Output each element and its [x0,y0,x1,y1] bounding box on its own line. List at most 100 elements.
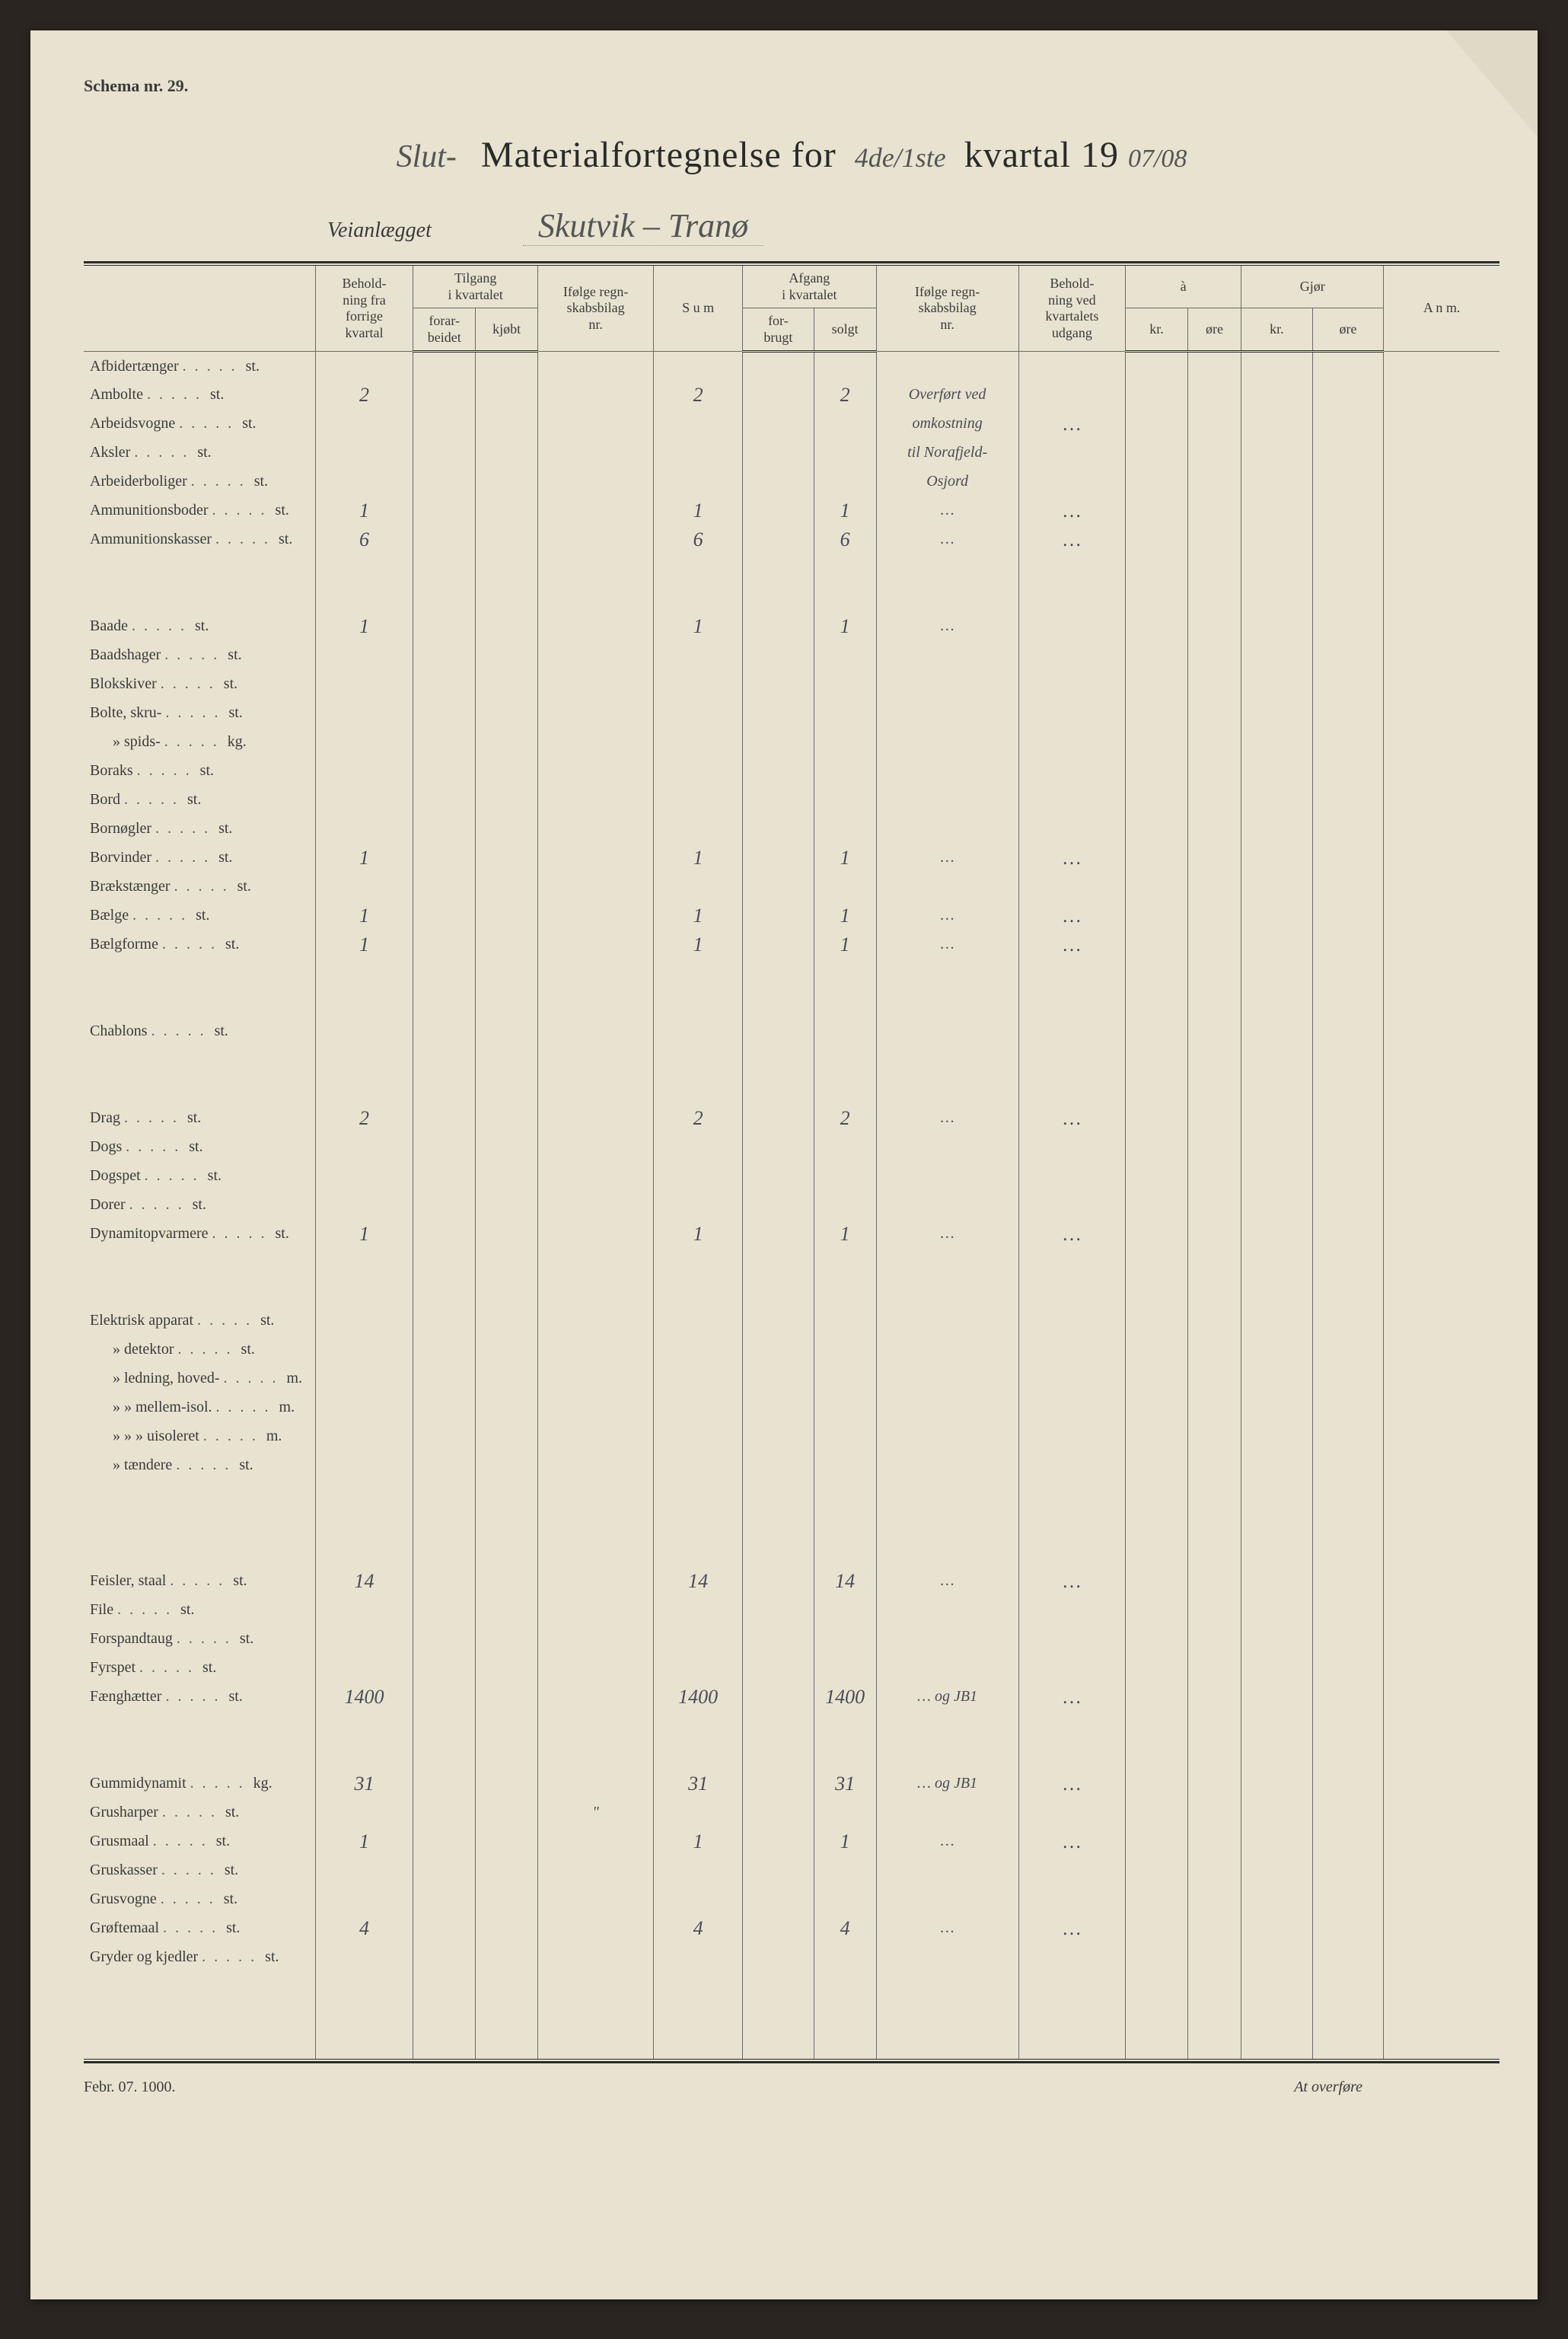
cell-forbr [743,815,814,844]
cell-behold1 [315,410,413,439]
cell-a-kr [1126,1393,1188,1422]
row-label: Ammunitionskasser . . . . . st. [84,525,315,554]
cell-solgt [814,1798,876,1827]
cell-regn2 [876,1335,1018,1364]
cell-sum: 6 [654,525,743,554]
cell-solgt: 2 [814,1104,876,1133]
cell-a-kr [1126,1827,1188,1856]
row-label: Dynamitopvarmere . . . . . st. [84,1220,315,1249]
row-label: » » mellem-isol. . . . . . m. [84,1393,315,1422]
cell-sum [654,1596,743,1625]
cell-sum: 1 [654,1220,743,1249]
table-row: Afbidertænger . . . . . st. [84,352,1499,381]
cell-behold2 [1018,757,1125,786]
cell-regn1 [538,496,654,525]
table-row [84,1480,1499,1509]
cell-gjor-kr [1241,410,1313,439]
cell-regn2 [876,1798,1018,1827]
cell-regn2 [876,1596,1018,1625]
cell-behold1 [315,439,413,467]
cell-sum: 4 [654,1914,743,1943]
cell-regn2 [876,786,1018,815]
cell-solgt [814,815,876,844]
cell-a-kr [1126,612,1188,641]
cell-forarb [413,612,476,641]
cell-solgt: 31 [814,1769,876,1798]
cell-kjobt [476,1162,538,1191]
cell-forbr [743,728,814,757]
cell-behold2 [1018,1335,1125,1364]
cell-behold2: … [1018,1104,1125,1133]
cell-regn1 [538,641,654,670]
cell-forbr [743,930,814,959]
cell-gjor-ore [1312,1364,1384,1393]
cell-anm [1384,1220,1499,1249]
cell-regn1 [538,1683,654,1712]
cell-a-ore [1187,815,1241,844]
cell-regn2 [876,1133,1018,1162]
cell-sum [654,1943,743,1972]
cell-behold1 [315,1133,413,1162]
cell-a-ore [1187,1422,1241,1451]
cell-kjobt [476,1654,538,1683]
row-label: Aksler . . . . . st. [84,439,315,467]
cell-regn2 [876,1307,1018,1335]
cell-gjor-kr [1241,1104,1313,1133]
row-label: Grusmaal . . . . . st. [84,1827,315,1856]
row-label: Fænghætter . . . . . st. [84,1683,315,1712]
cell-anm [1384,1133,1499,1162]
cell-behold1: 1 [315,1827,413,1856]
cell-forbr [743,1827,814,1856]
cell-a-ore [1187,1625,1241,1654]
cell-anm [1384,1769,1499,1798]
cell-regn2 [876,352,1018,381]
cell-a-ore [1187,901,1241,930]
cell-a-kr [1126,641,1188,670]
cell-kjobt [476,1393,538,1422]
cell-kjobt [476,525,538,554]
cell-solgt: 1 [814,901,876,930]
cell-gjor-kr [1241,1914,1313,1943]
cell-behold1 [315,1596,413,1625]
cell-solgt [814,728,876,757]
cell-a-kr [1126,1451,1188,1480]
table-row: Dogspet . . . . . st. [84,1162,1499,1191]
cell-anm [1384,670,1499,699]
cell-sum [654,786,743,815]
cell-regn2 [876,641,1018,670]
cell-gjor-kr [1241,641,1313,670]
cell-sum: 2 [654,381,743,410]
cell-kjobt [476,1943,538,1972]
page-title: Slut- Materialfortegnelse for 4de/1ste k… [84,134,1499,176]
cell-gjor-kr [1241,1683,1313,1712]
cell-forbr [743,1567,814,1596]
schema-number: Schema nr. 29. [84,76,1499,96]
cell-solgt: 1 [814,1220,876,1249]
cell-regn2 [876,1625,1018,1654]
table-row: Borvinder . . . . . st.111…… [84,844,1499,873]
cell-a-kr [1126,930,1188,959]
cell-gjor-ore [1312,1683,1384,1712]
row-label: » » » uisoleret . . . . . m. [84,1422,315,1451]
cell-anm [1384,1885,1499,1914]
cell-a-ore [1187,1364,1241,1393]
cell-forarb [413,1596,476,1625]
cell-gjor-kr [1241,930,1313,959]
cell-behold1: 14 [315,1567,413,1596]
row-label: Ammunitionsboder . . . . . st. [84,496,315,525]
cell-behold2: … [1018,496,1125,525]
cell-regn1 [538,873,654,901]
cell-gjor-ore [1312,1162,1384,1191]
cell-regn1 [538,786,654,815]
cell-regn2 [876,1162,1018,1191]
cell-a-kr [1126,1017,1188,1046]
cell-a-ore [1187,757,1241,786]
cell-regn2: … [876,1220,1018,1249]
cell-regn1 [538,612,654,641]
row-label: Bælge . . . . . st. [84,901,315,930]
cell-anm [1384,1335,1499,1364]
cell-gjor-kr [1241,1856,1313,1885]
footer-right: At overføre [1294,2079,1362,2096]
cell-gjor-kr [1241,1567,1313,1596]
cell-behold1 [315,670,413,699]
